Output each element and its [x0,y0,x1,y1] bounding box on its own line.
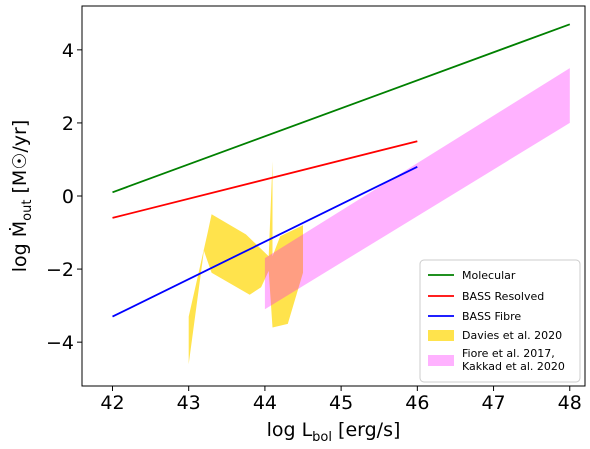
x-tick-label: 44 [253,392,277,414]
x-tick-label: 43 [177,392,201,414]
x-axis-label: log Lbol [erg/s] [267,419,401,444]
legend-label-line: Kakkad et al. 2020 [462,360,565,373]
x-tick-label: 45 [329,392,353,414]
x-axis-label-units: [erg/s] [332,419,400,441]
line-bass-resolved [112,140,418,219]
x-tick-label: 47 [481,392,505,414]
y-tick-label: −2 [46,259,74,281]
legend-label-line: Molecular [462,269,516,282]
x-tick-label: 48 [558,392,582,414]
axes: 42 43 44 45 46 47 48 −4 −2 0 2 4 [46,5,586,414]
legend-label-line: BASS Resolved [462,290,544,303]
y-axis-label-units: [M☉/yr] [9,120,31,200]
x-axis-label-subscript: bol [312,430,332,444]
legend-box [419,259,581,383]
y-tick-label: 2 [62,113,74,135]
x-tick-label: 42 [100,392,124,414]
band-fiore-0 [264,68,570,310]
axis-labels: log Lbol [erg/s] log Ṁout [M☉/yr] [8,120,401,445]
legend-label-line: BASS Fibre [462,310,521,323]
line-molecular [112,23,571,194]
legend-label-line: Fiore et al. 2017, [462,347,555,360]
y-axis-label: log Ṁout [M☉/yr] [8,120,35,272]
y-tick-label: −4 [46,332,74,354]
line-bass-fibre [112,165,418,318]
legend-label-bass-fibre: BASS Fibre [462,310,521,323]
legend-label-line: Davies et al. 2020 [462,329,562,342]
y-axis-label-subscript: out [20,200,35,221]
legend-swatch-fiore-et-al-2017 [428,355,454,366]
legend: Molecular BASS Resolved BASS Fibre Davies e… [419,259,581,383]
y-tick-label: 4 [62,40,74,62]
legend-swatch-davies-et-al-2020 [428,330,454,341]
legend-label-davies-et-al-2020: Davies et al. 2020 [462,329,562,342]
x-tick-label: 46 [405,392,429,414]
y-tick-label: 0 [62,186,74,208]
plot-area [112,23,571,365]
band-davies-0 [188,161,303,365]
legend-label-bass-resolved: BASS Resolved [462,290,544,303]
legend-label-fiore-et-al-2017: Fiore et al. 2017, Kakkad et al. 2020 [462,347,565,373]
legend-label-molecular: Molecular [462,269,516,282]
